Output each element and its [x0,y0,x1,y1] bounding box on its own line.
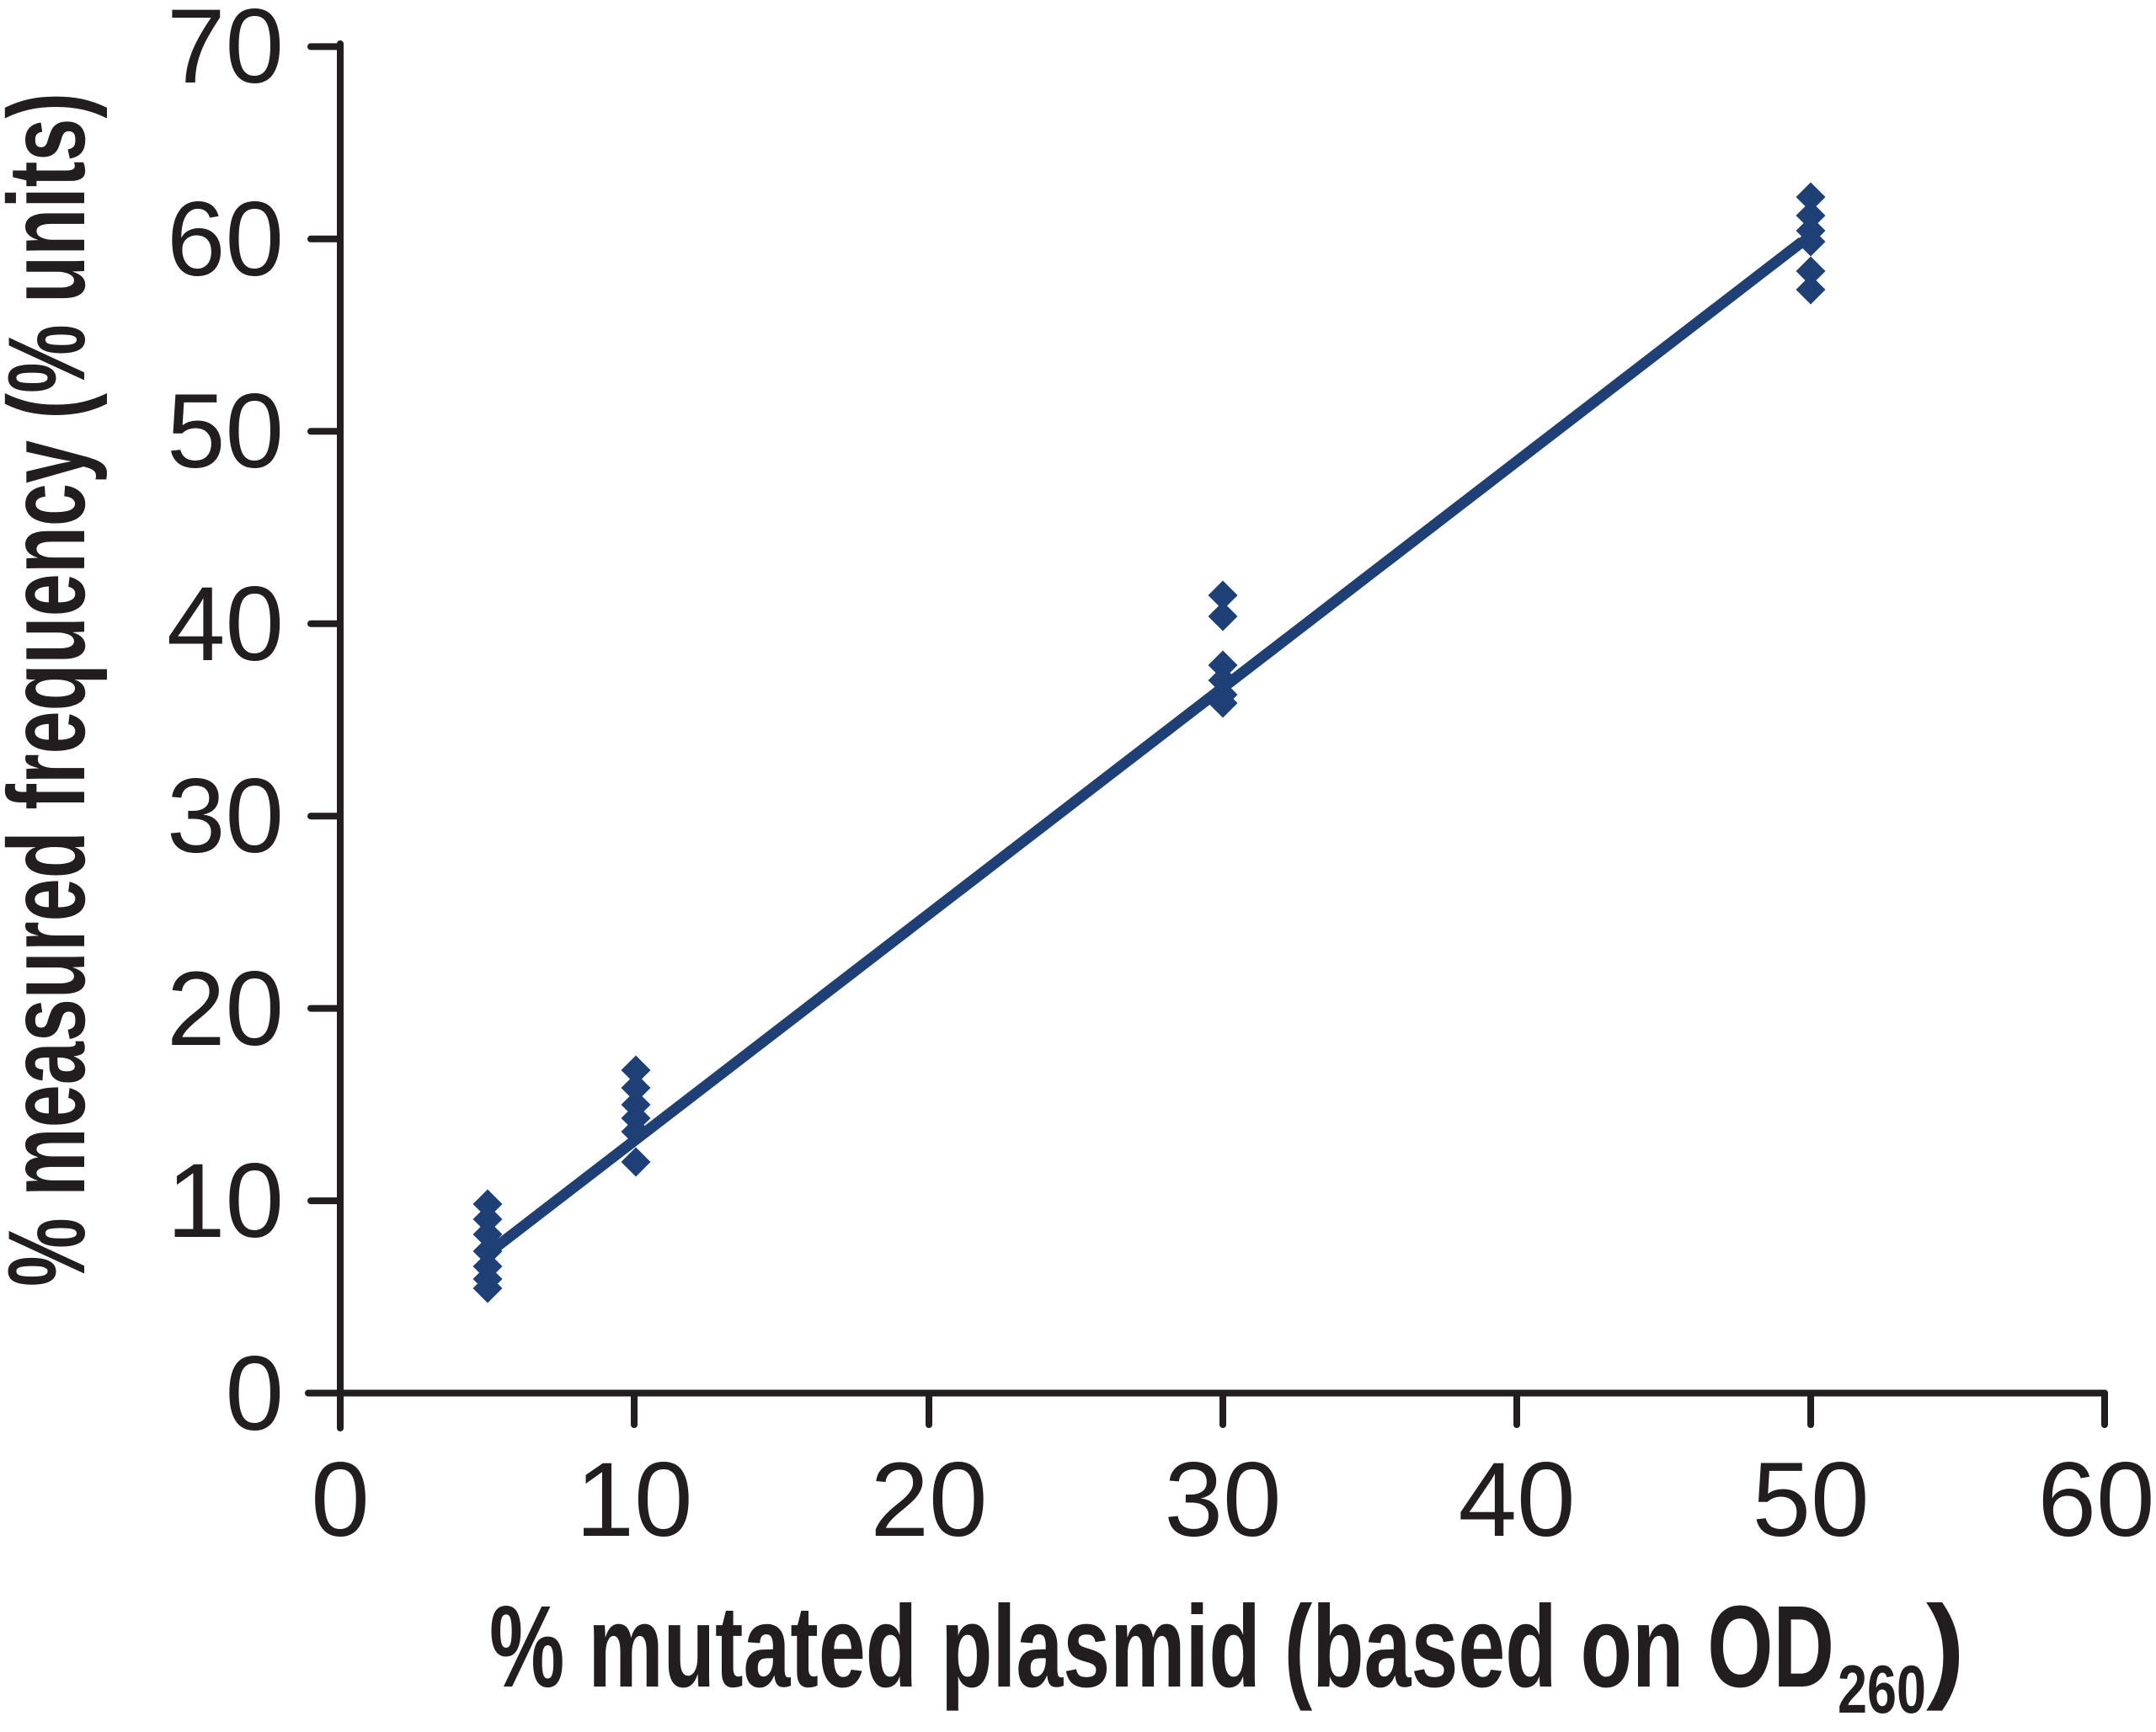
svg-text:60: 60 [167,181,284,298]
svg-text:% measured frequency (% units): % measured frequency (% units) [0,93,108,1287]
svg-text:10: 10 [575,1442,692,1559]
svg-text:60: 60 [2037,1442,2154,1559]
svg-text:% mutated plasmid (based on OD: % mutated plasmid (based on OD [489,1582,1834,1712]
svg-text:): ) [1926,1582,1965,1712]
svg-text:40: 40 [1458,1442,1575,1559]
svg-text:10: 10 [167,1143,284,1260]
svg-text:0: 0 [311,1442,370,1559]
svg-text:50: 50 [1752,1442,1869,1559]
svg-text:20: 20 [167,951,284,1068]
svg-text:20: 20 [870,1442,987,1559]
svg-text:30: 30 [167,758,284,875]
svg-text:70: 70 [167,0,284,105]
svg-text:50: 50 [167,373,284,490]
svg-text:40: 40 [167,566,284,683]
svg-text:0: 0 [225,1335,284,1452]
svg-text:30: 30 [1164,1442,1281,1559]
svg-text:260: 260 [1838,1652,1926,1728]
